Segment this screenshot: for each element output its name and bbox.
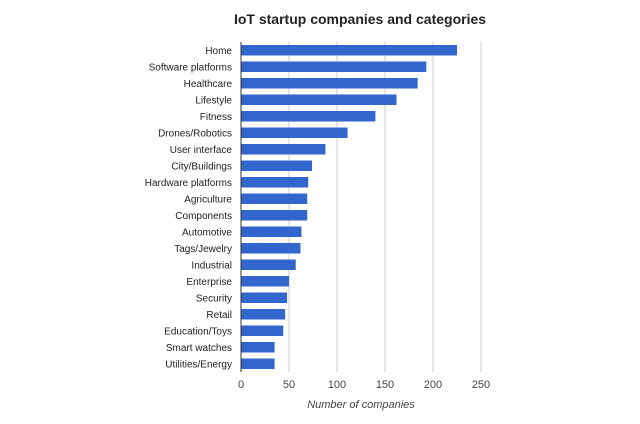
category-label: City/Buildings xyxy=(171,161,232,172)
bar xyxy=(241,45,457,56)
category-label: Smart watches xyxy=(166,343,232,354)
bar xyxy=(241,309,286,320)
bar xyxy=(241,226,302,237)
bar xyxy=(241,259,296,270)
category-labels: Home Software platforms Healthcare Lifestyl… xyxy=(145,46,233,371)
bars xyxy=(241,45,457,369)
x-tick-label: 50 xyxy=(283,379,295,391)
bar xyxy=(241,243,301,254)
chart-title: IoT startup companies and categories xyxy=(234,11,486,27)
category-label: Utilities/Energy xyxy=(165,359,232,370)
bar xyxy=(241,292,288,303)
category-label: Agriculture xyxy=(184,194,232,205)
category-label: Tags/Jewelry xyxy=(174,244,232,255)
category-label: Automotive xyxy=(182,227,232,238)
x-tick-label: 100 xyxy=(328,379,346,391)
x-tick-label: 0 xyxy=(238,379,244,391)
category-label: Healthcare xyxy=(184,79,233,90)
gridlines xyxy=(288,42,482,372)
category-label: Enterprise xyxy=(186,277,232,288)
category-label: Components xyxy=(175,211,232,222)
category-label: Software platforms xyxy=(149,62,232,73)
category-label: Retail xyxy=(206,310,232,321)
category-label: User interface xyxy=(170,145,233,156)
category-label: Education/Toys xyxy=(164,326,232,337)
category-label: Lifestyle xyxy=(195,95,232,106)
bar xyxy=(241,193,308,204)
bar xyxy=(241,127,348,138)
x-tick-labels: 0 50 100 150 200 250 xyxy=(238,379,490,391)
category-label: Home xyxy=(205,46,232,57)
category-label: Fitness xyxy=(200,112,232,123)
x-tick-label: 150 xyxy=(376,379,394,391)
category-label: Security xyxy=(196,293,232,304)
bar xyxy=(241,111,376,122)
bar xyxy=(241,342,275,353)
bar xyxy=(241,325,284,336)
bar xyxy=(241,177,309,188)
bar xyxy=(241,61,427,72)
category-label: Hardware platforms xyxy=(145,178,232,189)
bar xyxy=(241,78,418,89)
bar xyxy=(241,276,289,287)
x-tick-label: 250 xyxy=(472,379,490,391)
bar xyxy=(241,358,275,369)
bar xyxy=(241,160,313,171)
category-label: Drones/Robotics xyxy=(158,128,232,139)
bar xyxy=(241,94,397,105)
x-tick-label: 200 xyxy=(424,379,442,391)
x-axis-title: Number of companies xyxy=(307,399,415,411)
bar xyxy=(241,144,326,155)
bar xyxy=(241,210,308,221)
category-label: Industrial xyxy=(191,260,232,271)
